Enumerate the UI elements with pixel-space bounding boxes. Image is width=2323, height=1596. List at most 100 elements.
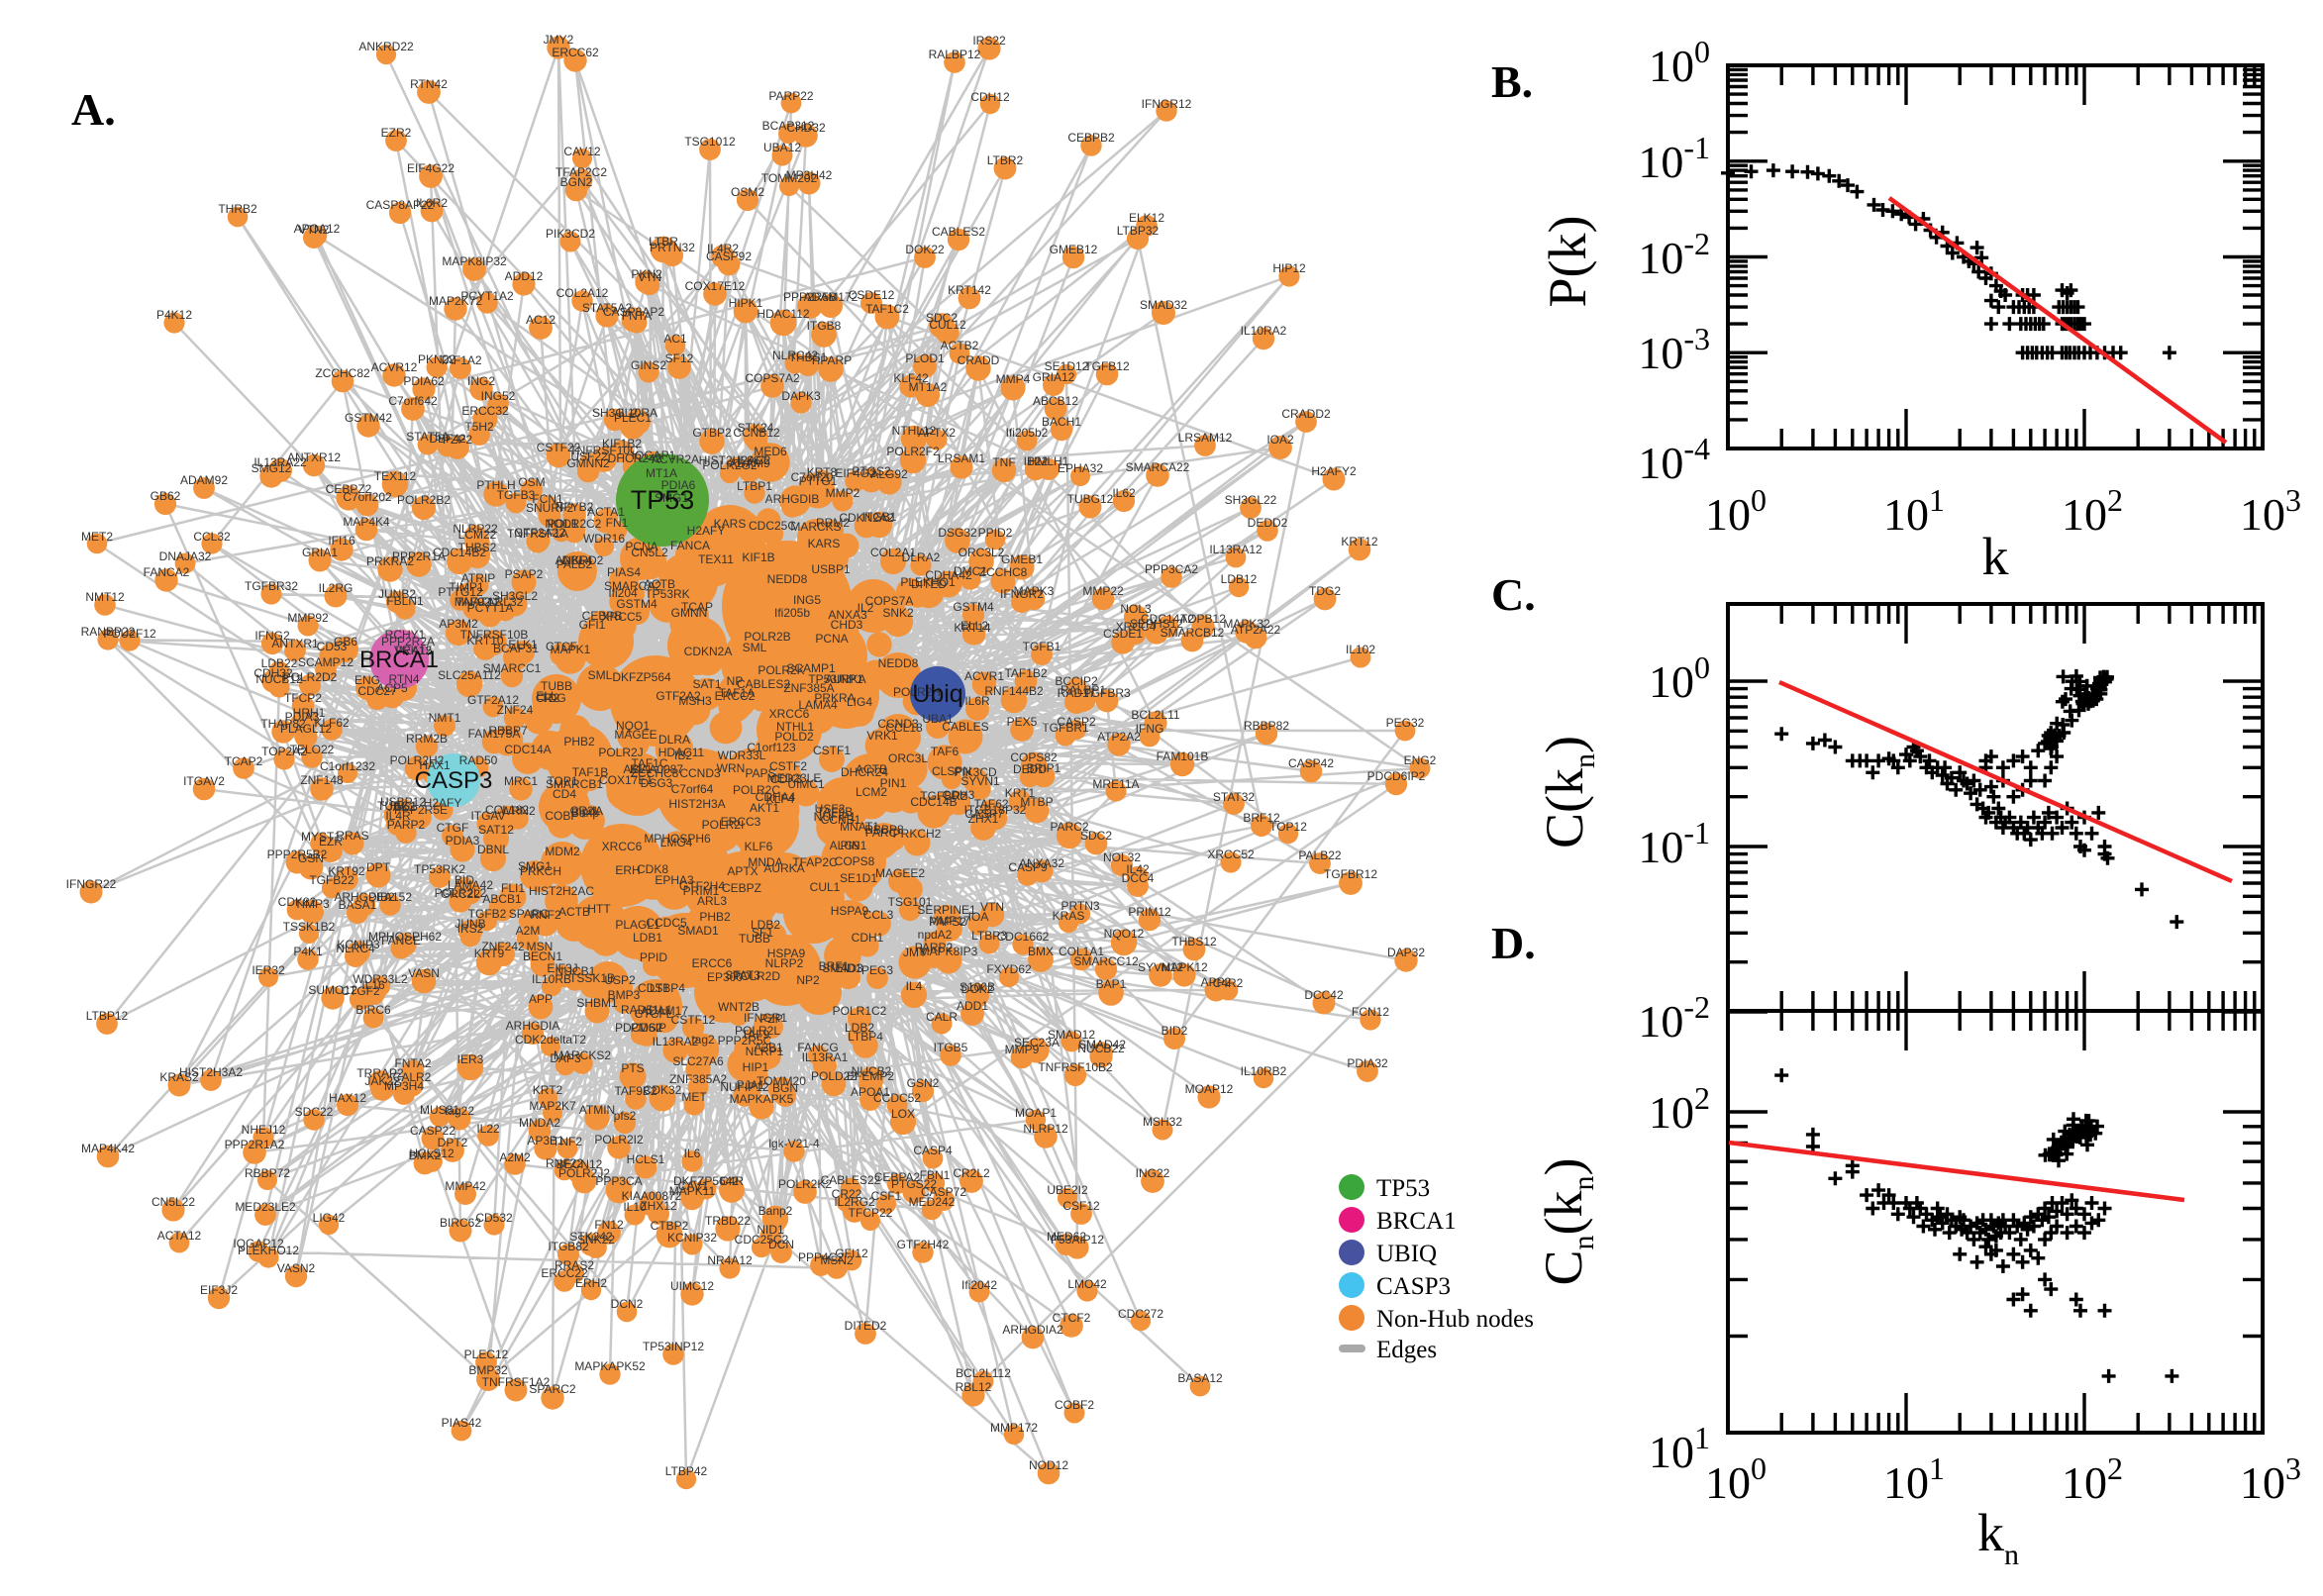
svg-text:IFNG: IFNG xyxy=(1136,722,1164,736)
svg-text:SMG12: SMG12 xyxy=(252,461,292,475)
svg-text:MNDA2: MNDA2 xyxy=(519,1116,560,1130)
svg-text:PPP4C2: PPP4C2 xyxy=(798,1250,844,1264)
svg-text:D.: D. xyxy=(1491,918,1536,968)
svg-text:BIRC6: BIRC6 xyxy=(355,1003,391,1017)
svg-text:LDB22: LDB22 xyxy=(261,656,298,670)
svg-text:ING52: ING52 xyxy=(481,389,516,403)
svg-text:SYVN1: SYVN1 xyxy=(960,774,1000,788)
svg-text:MNAT1: MNAT1 xyxy=(840,820,879,834)
svg-text:MMP172: MMP172 xyxy=(990,1421,1038,1435)
svg-text:TDG2: TDG2 xyxy=(1309,584,1341,598)
svg-text:CD4: CD4 xyxy=(553,787,576,801)
svg-text:PRIM12: PRIM12 xyxy=(1128,905,1171,919)
svg-text:DEDD2: DEDD2 xyxy=(1248,516,1288,530)
svg-text:ARHGDIB2: ARHGDIB2 xyxy=(334,890,395,904)
svg-text:DCN: DCN xyxy=(768,1238,794,1251)
svg-text:MAP2K7: MAP2K7 xyxy=(529,1099,576,1113)
svg-text:ERCC62: ERCC62 xyxy=(552,46,599,59)
svg-text:HDAC112: HDAC112 xyxy=(757,307,809,321)
svg-text:IL13RA1: IL13RA1 xyxy=(802,1050,849,1064)
svg-text:GMEB12: GMEB12 xyxy=(1050,243,1098,256)
svg-text:RBBP8: RBBP8 xyxy=(864,823,904,837)
svg-text:SMG1: SMG1 xyxy=(655,491,688,505)
svg-text:TSG1012: TSG1012 xyxy=(684,135,736,149)
svg-text:TGFB3: TGFB3 xyxy=(497,488,536,502)
svg-text:RRM2B: RRM2B xyxy=(406,732,448,746)
svg-text:TGFBR3: TGFBR3 xyxy=(1083,686,1131,700)
svg-text:LTBR2: LTBR2 xyxy=(987,153,1024,167)
svg-text:ACTB: ACTB xyxy=(644,577,675,591)
svg-text:MED6: MED6 xyxy=(754,445,787,458)
svg-text:DCN2: DCN2 xyxy=(611,1297,644,1311)
svg-text:PDIA32: PDIA32 xyxy=(1347,1056,1388,1070)
svg-text:FANCE: FANCE xyxy=(381,934,421,948)
svg-text:ANKRD2: ANKRD2 xyxy=(556,553,604,567)
svg-text:AP3B1: AP3B1 xyxy=(527,1134,564,1147)
svg-text:ACTB: ACTB xyxy=(558,905,590,919)
svg-text:KCNIP3: KCNIP3 xyxy=(337,938,380,951)
svg-text:GTF2H4: GTF2H4 xyxy=(679,879,725,893)
svg-text:DSG3: DSG3 xyxy=(641,776,673,790)
svg-text:SYVN12: SYVN12 xyxy=(1138,960,1183,974)
svg-text:FCN1: FCN1 xyxy=(532,492,563,506)
svg-text:C1orf123: C1orf123 xyxy=(747,741,796,754)
svg-text:SH3GL22: SH3GL22 xyxy=(1225,493,1277,507)
svg-text:DITED: DITED xyxy=(911,577,947,591)
svg-text:PLEKHO12: PLEKHO12 xyxy=(238,1244,299,1257)
svg-text:CDC27: CDC27 xyxy=(357,684,397,698)
svg-text:COPS82: COPS82 xyxy=(1010,750,1058,764)
svg-text:PDIA62: PDIA62 xyxy=(403,374,445,388)
svg-text:10-4: 10-4 xyxy=(1638,431,1710,488)
svg-text:CTBP2: CTBP2 xyxy=(651,1219,689,1233)
svg-text:SCAMP12: SCAMP12 xyxy=(298,655,354,669)
svg-text:IL13RA2: IL13RA2 xyxy=(653,1035,699,1048)
svg-text:LOX: LOX xyxy=(891,1107,915,1121)
svg-text:RNF22: RNF22 xyxy=(546,1156,583,1170)
svg-text:DMC1: DMC1 xyxy=(954,564,987,578)
svg-text:BMP32: BMP32 xyxy=(468,1363,508,1377)
svg-text:CDC25C: CDC25C xyxy=(749,519,796,533)
svg-text:DLRA2: DLRA2 xyxy=(902,550,941,564)
svg-text:TNF: TNF xyxy=(992,455,1015,469)
svg-text:SE1D12: SE1D12 xyxy=(1045,359,1089,373)
svg-text:MMP9: MMP9 xyxy=(1005,1043,1040,1056)
svg-text:PHB2: PHB2 xyxy=(699,910,731,924)
svg-text:EIF4G2: EIF4G2 xyxy=(835,466,876,480)
svg-text:RBBP7: RBBP7 xyxy=(488,724,528,738)
svg-text:KARS: KARS xyxy=(808,537,841,550)
svg-text:TOP1: TOP1 xyxy=(547,774,577,788)
svg-text:KRAS: KRAS xyxy=(1053,909,1085,923)
svg-text:S100B: S100B xyxy=(960,980,995,994)
svg-text:TUBB: TUBB xyxy=(739,932,770,946)
svg-text:SMARCC1: SMARCC1 xyxy=(483,661,542,675)
svg-text:CSTF2: CSTF2 xyxy=(769,759,807,773)
svg-text:BID: BID xyxy=(454,873,474,887)
svg-text:NP: NP xyxy=(727,674,744,688)
svg-text:WDR33L: WDR33L xyxy=(718,748,766,762)
svg-text:ARHGDIA: ARHGDIA xyxy=(506,1019,560,1033)
svg-text:NLRC4: NLRC4 xyxy=(336,942,375,955)
svg-text:NLRC42: NLRC42 xyxy=(772,349,818,362)
svg-text:PARP2: PARP2 xyxy=(915,941,954,954)
svg-text:SNK22: SNK22 xyxy=(577,1233,615,1247)
svg-text:TNFRSF1A: TNFRSF1A xyxy=(507,527,568,541)
svg-text:CTCF: CTCF xyxy=(546,640,577,653)
svg-text:PCYT1A: PCYT1A xyxy=(467,601,514,615)
svg-text:LAMA4: LAMA4 xyxy=(798,698,838,712)
svg-text:FANCG: FANCG xyxy=(797,1041,838,1054)
svg-text:DBF4: DBF4 xyxy=(562,553,593,567)
svg-text:OSM2: OSM2 xyxy=(731,185,764,199)
svg-text:MMP2: MMP2 xyxy=(826,486,860,500)
svg-text:DEDD: DEDD xyxy=(1013,762,1047,776)
svg-text:SLC27A6: SLC27A6 xyxy=(672,1054,724,1068)
svg-text:EID1: EID1 xyxy=(836,961,862,975)
svg-text:Banp: Banp xyxy=(571,806,599,820)
svg-text:ACVR2A: ACVR2A xyxy=(652,452,699,466)
svg-text:COBF: COBF xyxy=(545,809,577,823)
svg-text:ABL1: ABL1 xyxy=(623,762,653,776)
svg-text:MP3H42: MP3H42 xyxy=(786,168,833,182)
svg-text:PRKCH: PRKCH xyxy=(520,864,561,878)
svg-text:CD53: CD53 xyxy=(317,640,348,653)
svg-text:CSDE1: CSDE1 xyxy=(1103,627,1143,641)
svg-text:EPHA32: EPHA32 xyxy=(1058,461,1103,475)
